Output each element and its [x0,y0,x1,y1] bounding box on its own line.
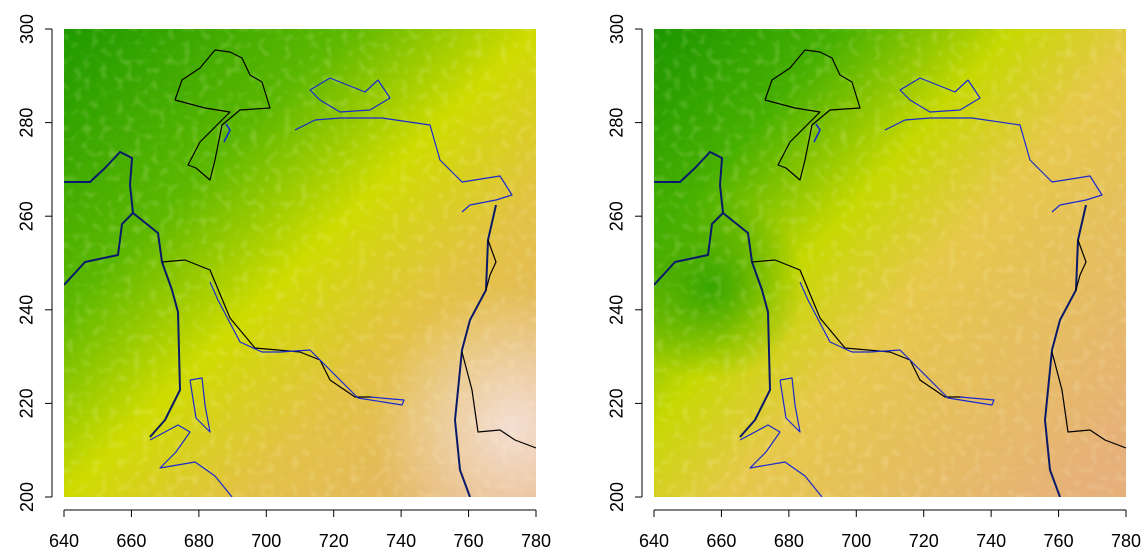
x-tick-label: 780 [1111,531,1141,551]
x-tick-label: 660 [116,531,146,551]
y-tick-label: 240 [607,295,627,325]
x-tick-label: 700 [841,531,871,551]
x-tick-label: 640 [49,531,79,551]
y-tick-label: 220 [607,388,627,418]
y-tick-label: 260 [607,201,627,231]
x-tick-label: 640 [639,531,669,551]
map-panel: 640 660 680 700 720 740 760 780 200 220 240 260 280 3… [607,14,1141,551]
y-tick-label: 240 [17,295,37,325]
x-tick-label: 680 [184,531,214,551]
map-panel: 640 660 680 700 720 740 760 780 200 220 240 260 280 3… [17,14,551,551]
raster-texture [654,29,1126,497]
x-tick-label: 780 [521,531,551,551]
y-tick-label: 200 [607,482,627,512]
raster-texture [64,29,536,497]
y-tick-label: 200 [17,482,37,512]
x-tick-label: 660 [706,531,736,551]
x-tick-label: 720 [319,531,349,551]
raster [654,29,1126,497]
x-tick-label: 740 [976,531,1006,551]
x-tick-label: 700 [251,531,281,551]
y-tick-label: 300 [17,14,37,44]
y-tick-label: 300 [607,14,627,44]
x-tick-label: 680 [774,531,804,551]
x-tick-label: 760 [1044,531,1074,551]
figure: 640 660 680 700 720 740 760 780 200 220 240 260 280 3… [0,0,1146,558]
x-tick-label: 760 [454,531,484,551]
y-tick-label: 260 [17,201,37,231]
x-tick-label: 740 [386,531,416,551]
y-tick-label: 280 [607,108,627,138]
y-tick-label: 220 [17,388,37,418]
x-tick-label: 720 [909,531,939,551]
raster [64,29,536,497]
y-tick-label: 280 [17,108,37,138]
